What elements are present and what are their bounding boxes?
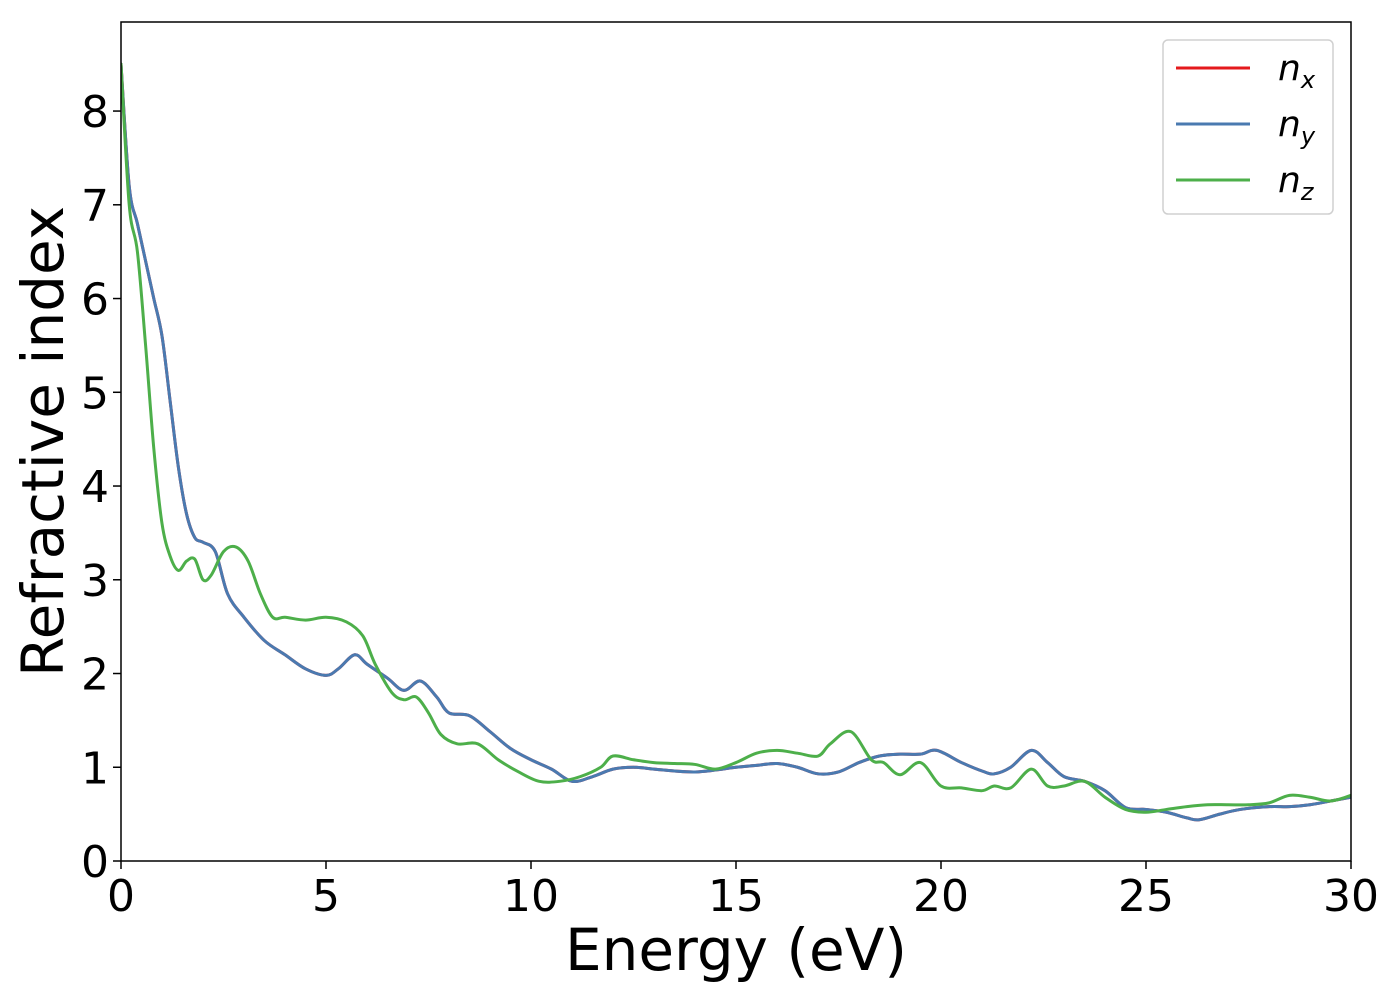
x-tick-label: 0: [107, 871, 135, 922]
y-tick-label: 5: [81, 368, 109, 419]
series-layer: [121, 62, 1351, 822]
y-axis-title: Refractive index: [9, 206, 77, 677]
y-tick-label: 2: [81, 650, 109, 701]
x-axis-title: Energy (eV): [565, 916, 907, 984]
x-axis: 0 5 10 15 20 25 30: [107, 861, 1379, 922]
legend-box: [1162, 39, 1334, 215]
y-tick-label: 0: [81, 837, 109, 888]
x-tick-label: 25: [1118, 871, 1174, 922]
y-tick-label: 7: [81, 181, 109, 232]
y-tick-label: 1: [81, 743, 109, 794]
x-tick-label: 5: [312, 871, 340, 922]
x-tick-label: 15: [708, 871, 764, 922]
legend-label-nz: nz: [1278, 160, 1315, 206]
legend-label-ny: ny: [1278, 104, 1316, 150]
series-line-nz: [121, 62, 1351, 814]
y-tick-label: 8: [81, 87, 109, 138]
x-tick-label: 20: [913, 871, 969, 922]
legend-label-nx: nx: [1278, 48, 1316, 94]
y-tick-label: 4: [81, 462, 109, 513]
y-tick-label: 3: [81, 556, 109, 607]
y-axis: 0 1 2 3 4 5 6 7 8: [81, 87, 121, 888]
legend: nx ny nz: [1162, 39, 1334, 215]
x-tick-label: 30: [1323, 871, 1379, 922]
series-line-ny: [121, 62, 1351, 822]
y-tick-label: 6: [81, 275, 109, 326]
x-tick-label: 10: [503, 871, 559, 922]
